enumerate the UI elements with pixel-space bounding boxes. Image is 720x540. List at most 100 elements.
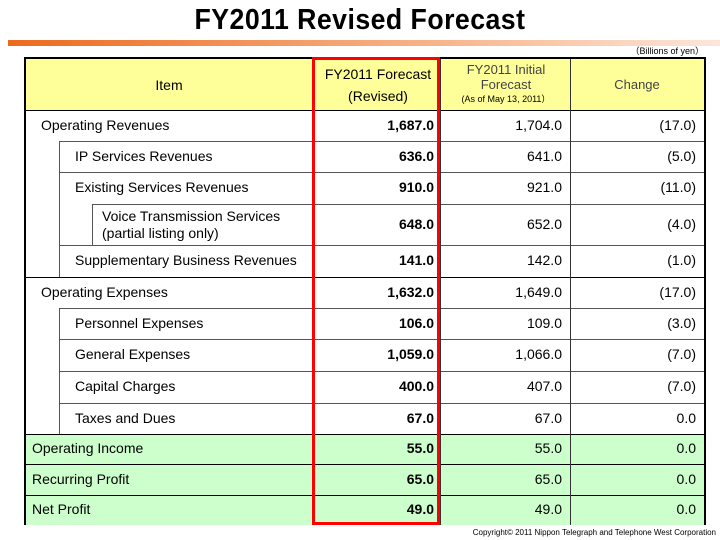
table-row: Capital Charges 400.0 407.0 (7.0): [26, 371, 704, 403]
cell-change: 0.0: [676, 501, 696, 517]
cell-change: (3.0): [667, 315, 696, 331]
row-label: Operating Revenues: [41, 117, 169, 134]
header-item-label: Item: [155, 76, 183, 93]
row-label-text: Recurring Profit: [32, 471, 130, 487]
row-label: Taxes and Dues: [75, 410, 175, 427]
cell-initial: 1,649.0: [515, 284, 562, 300]
page-title: FY2011 Revised Forecast: [194, 4, 526, 36]
header-initial-date: (As of May 13, 2011）: [461, 94, 551, 104]
table-row: Net Profit 49.0 49.0 0.0: [26, 495, 704, 525]
table-row: Existing Services Revenues 910.0 921.0 (11.…: [26, 172, 704, 204]
cell-revised: 636.0: [398, 148, 434, 164]
table-row: Operating Revenues 1,687.0 1,704.0 (17.0): [26, 110, 704, 141]
header-initial: FY2011 Initial Forecast (As of May 13, 201…: [442, 59, 570, 110]
cell-initial: 1,704.0: [515, 117, 562, 133]
table-row: Operating Income 55.0 55.0 0.0: [26, 434, 704, 464]
cell-revised: 910.0: [398, 179, 434, 195]
row-label: Voice Transmission Services (partial list…: [102, 208, 280, 242]
row-label: Capital Charges: [75, 378, 175, 395]
cell-change: (4.0): [667, 216, 696, 232]
row-label-text: Supplementary Business Revenues: [75, 252, 297, 268]
cell-initial: 65.0: [534, 471, 562, 487]
row-label: Operating Expenses: [41, 284, 168, 301]
cell-change: (17.0): [659, 117, 696, 133]
row-label: General Expenses: [75, 346, 190, 363]
table-row: IP Services Revenues 636.0 641.0 (5.0): [26, 141, 704, 172]
indent-line: [59, 141, 60, 277]
row-label: Operating Income: [32, 440, 143, 457]
header-revised-line2: (Revised): [348, 87, 408, 104]
cell-change: 0.0: [676, 440, 696, 456]
row-label-note: (partial listing only): [102, 225, 219, 241]
cell-revised: 106.0: [398, 315, 434, 331]
cell-change: 0.0: [676, 410, 696, 426]
cell-revised: 141.0: [398, 252, 434, 268]
header-initial-line2: Forecast: [480, 77, 532, 92]
cell-initial: 142.0: [526, 252, 562, 268]
table-row: Personnel Expenses 106.0 109.0 (3.0): [26, 308, 704, 339]
row-label-text: Operating Expenses: [41, 284, 168, 300]
column-divider: [440, 59, 441, 525]
header-item: Item: [26, 59, 312, 110]
row-label-text: General Expenses: [75, 346, 191, 362]
cell-initial: 652.0: [526, 216, 562, 232]
cell-change: (5.0): [667, 148, 696, 164]
cell-initial: 921.0: [526, 179, 562, 195]
cell-revised: 67.0: [406, 410, 434, 426]
row-divider: [59, 403, 704, 404]
cell-revised: 55.0: [406, 440, 434, 456]
row-label-text: Personnel Expenses: [75, 315, 204, 331]
row-label: IP Services Revenues: [75, 148, 212, 165]
indent-line: [59, 308, 60, 434]
column-divider: [570, 59, 571, 525]
title-underline: [8, 40, 720, 46]
header-change: Change: [570, 59, 704, 110]
cell-initial: 55.0: [534, 440, 562, 456]
header-row: [26, 59, 704, 110]
table-row: Supplementary Business Revenues 141.0 142.…: [26, 245, 704, 277]
cell-revised: 49.0: [406, 501, 434, 517]
header-change-label: Change: [614, 77, 660, 92]
header-initial-line1: FY2011 Initial: [466, 62, 546, 77]
cell-change: (11.0): [660, 179, 696, 195]
row-label-text: Existing Services Revenues: [75, 179, 249, 195]
row-divider: [92, 204, 704, 205]
cell-initial: 1,066.0: [515, 346, 562, 362]
table-row: Recurring Profit 65.0 65.0 0.0: [26, 464, 704, 495]
cell-initial: 67.0: [534, 410, 562, 426]
row-divider: [59, 308, 704, 309]
cell-revised: 1,632.0: [387, 284, 434, 300]
row-label-text: Operating Revenues: [41, 117, 170, 133]
row-label-text: Net Profit: [32, 501, 91, 517]
cell-change: 0.0: [676, 471, 696, 487]
cell-initial: 641.0: [526, 148, 562, 164]
row-label-text: Taxes and Dues: [75, 410, 176, 426]
cell-change: (17.0): [659, 284, 696, 300]
cell-revised: 648.0: [398, 216, 434, 232]
row-label: Supplementary Business Revenues: [75, 252, 297, 269]
row-label-text: Operating Income: [32, 440, 144, 456]
copyright: Copyright© 2011 Nippon Telegraph and Tel…: [472, 528, 716, 537]
table-row: General Expenses 1,059.0 1,066.0 (7.0): [26, 339, 704, 371]
forecast-table: Item FY2011 Forecast (Revised) FY2011 Ini…: [24, 57, 706, 525]
row-divider: [26, 495, 704, 496]
header-revised-line1: FY2011 Forecast: [324, 65, 432, 82]
row-label-text: Capital Charges: [75, 378, 176, 394]
cell-initial: 109.0: [526, 315, 562, 331]
row-divider: [59, 371, 704, 372]
row-divider: [59, 172, 704, 173]
cell-revised: 400.0: [398, 378, 434, 394]
table-row: Taxes and Dues 67.0 67.0 0.0: [26, 403, 704, 434]
cell-initial: 407.0: [526, 378, 562, 394]
row-divider: [59, 339, 704, 340]
table-row: Voice Transmission Services (partial list…: [26, 204, 704, 245]
row-divider: [26, 434, 704, 435]
revised-column-highlight: [312, 57, 440, 525]
row-label-text: IP Services Revenues: [75, 148, 213, 164]
row-label-text: Voice Transmission Services: [102, 208, 281, 224]
row-label: Recurring Profit: [32, 471, 129, 488]
row-divider: [26, 277, 704, 278]
cell-change: (7.0): [667, 346, 696, 362]
row-divider: [26, 110, 704, 111]
indent-line: [92, 204, 93, 245]
